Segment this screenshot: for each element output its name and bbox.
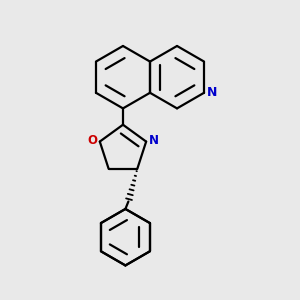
Text: N: N bbox=[207, 86, 218, 99]
Text: N: N bbox=[148, 134, 159, 147]
Text: O: O bbox=[87, 134, 98, 147]
